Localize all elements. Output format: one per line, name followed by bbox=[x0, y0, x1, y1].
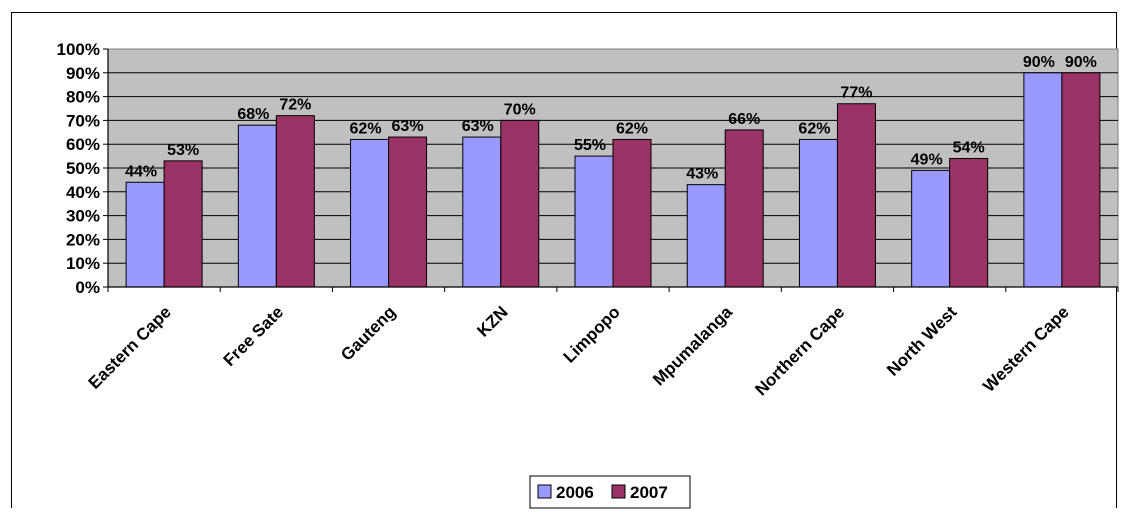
y-tick-label: 80% bbox=[66, 88, 100, 107]
bar-2006-free-sate bbox=[237, 124, 277, 288]
x-category-label: Mpumalanga bbox=[649, 302, 736, 389]
bar-2006-north-west bbox=[911, 169, 951, 288]
data-label: 90% bbox=[1065, 54, 1097, 71]
data-label: 66% bbox=[728, 111, 760, 128]
legend-swatch-2007 bbox=[611, 484, 626, 499]
data-label: 62% bbox=[350, 120, 382, 137]
x-category-label: Northern Cape bbox=[751, 302, 848, 399]
bar-2006-limpopo bbox=[574, 155, 614, 288]
y-tick-label: 90% bbox=[66, 64, 100, 83]
data-label: 44% bbox=[125, 163, 157, 180]
legend: 2006 2007 bbox=[529, 475, 691, 509]
x-category-label: North West bbox=[883, 302, 961, 380]
data-label: 49% bbox=[911, 151, 943, 168]
bar-2006-gauteng bbox=[350, 138, 390, 288]
bar-2006-mpumalanga bbox=[686, 184, 726, 288]
data-label: 72% bbox=[279, 97, 311, 114]
x-category-label: KZN bbox=[473, 302, 511, 340]
bar-2006-eastern-cape bbox=[125, 181, 165, 288]
y-tick-label: 30% bbox=[66, 207, 100, 226]
data-label: 63% bbox=[462, 118, 494, 135]
bar-2007-gauteng bbox=[388, 136, 428, 288]
x-category-label: Gauteng bbox=[337, 302, 399, 364]
bar-2007-kzn bbox=[500, 119, 540, 288]
data-label: 62% bbox=[798, 120, 830, 137]
y-tick-label: 10% bbox=[66, 254, 100, 273]
bar-2007-limpopo bbox=[612, 138, 652, 288]
bars bbox=[125, 72, 1101, 288]
x-category-label: Western Cape bbox=[979, 302, 1072, 395]
bar-2006-kzn bbox=[462, 136, 502, 288]
data-label: 53% bbox=[167, 142, 199, 159]
data-labels: 44% 53% 68% 72% 62% 63% 63% 70% 55% 62% 43% 66% 62% 7… bbox=[125, 54, 1097, 183]
data-label: 54% bbox=[953, 139, 985, 156]
bar-2007-mpumalanga bbox=[724, 129, 764, 288]
y-tick-label: 0% bbox=[75, 278, 100, 297]
x-axis-categories: Eastern Cape Free Sate Gauteng KZN Limpopo Mp… bbox=[85, 287, 1119, 399]
bar-2006-northern-cape bbox=[798, 138, 838, 288]
data-label: 70% bbox=[504, 101, 536, 118]
bar-2007-northern-cape bbox=[836, 103, 876, 288]
x-category-label: Free Sate bbox=[220, 302, 288, 370]
legend-label-2006: 2006 bbox=[556, 483, 594, 502]
legend-swatch-2006 bbox=[537, 484, 552, 499]
y-axis-ticks: 0% 10% 20% 30% 40% 50% 60% 70% 80% 90% 100% bbox=[57, 40, 108, 297]
y-tick-label: 40% bbox=[66, 183, 100, 202]
y-tick-label: 60% bbox=[66, 135, 100, 154]
data-label: 90% bbox=[1023, 54, 1055, 71]
y-tick-label: 20% bbox=[66, 230, 100, 249]
data-label: 43% bbox=[686, 166, 718, 183]
data-label: 62% bbox=[616, 120, 648, 137]
bar-2007-eastern-cape bbox=[163, 160, 203, 288]
bar-2007-north-west bbox=[949, 157, 989, 288]
y-tick-label: 70% bbox=[66, 111, 100, 130]
data-label: 63% bbox=[392, 118, 424, 135]
bar-2006-western-cape bbox=[1023, 72, 1063, 288]
x-category-label: Eastern Cape bbox=[85, 302, 175, 392]
bar-2007-western-cape bbox=[1061, 72, 1101, 288]
legend-box bbox=[529, 475, 691, 509]
y-tick-label: 50% bbox=[66, 159, 100, 178]
data-label: 77% bbox=[840, 85, 872, 102]
data-label: 68% bbox=[237, 106, 269, 123]
legend-label-2007: 2007 bbox=[630, 483, 668, 502]
data-label: 55% bbox=[574, 137, 606, 154]
y-tick-label: 100% bbox=[57, 40, 100, 59]
bar-2007-free-sate bbox=[275, 115, 315, 288]
x-category-label: Limpopo bbox=[560, 302, 624, 366]
